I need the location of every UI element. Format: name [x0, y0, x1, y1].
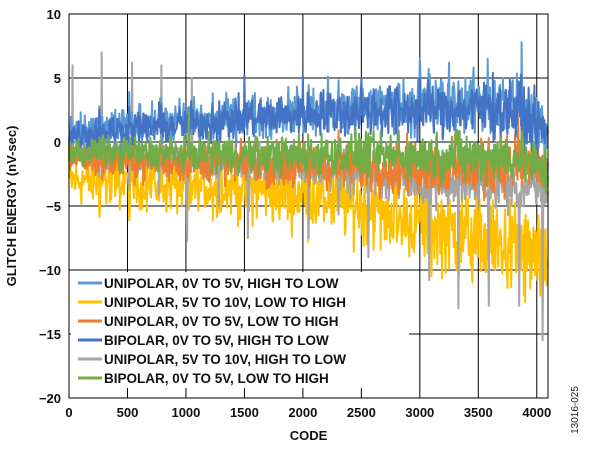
y-tick-label: −5	[46, 199, 61, 214]
y-tick-label: 10	[47, 7, 61, 22]
axes	[68, 13, 549, 399]
x-axis-label: CODE	[290, 428, 328, 443]
x-tick-label: 0	[65, 405, 72, 420]
x-tick-label: 1000	[171, 405, 200, 420]
x-tick-label: 1500	[230, 405, 259, 420]
x-tick-label: 2500	[347, 405, 376, 420]
legend: UNIPOLAR, 0V TO 5V, HIGH TO LOW UNIPOLAR,…	[78, 276, 346, 386]
x-tick-label: 2000	[288, 405, 317, 420]
y-tick-label: −10	[39, 263, 61, 278]
x-tick-label: 3500	[464, 405, 493, 420]
legend-label-5: BIPOLAR, 0V TO 5V, LOW TO HIGH	[104, 371, 329, 386]
series-layer	[68, 41, 549, 342]
legend-label-2: UNIPOLAR, 0V TO 5V, LOW TO HIGH	[104, 314, 339, 329]
y-axis-label: GLITCH ENERGY (nV-sec)	[4, 126, 19, 287]
series-line-3	[68, 71, 549, 160]
tick-labels: 0 500 1000 1500 2000 2500 3000 3500 4000 −20 −15 −1…	[39, 7, 551, 420]
plot-frame	[68, 13, 549, 399]
legend-background	[71, 272, 409, 388]
x-tick-label: 500	[117, 405, 139, 420]
legend-label-3: BIPOLAR, 0V TO 5V, HIGH TO LOW	[104, 333, 329, 348]
y-tick-label: 0	[54, 135, 61, 150]
legend-label-4: UNIPOLAR, 5V TO 10V, HIGH TO LOW	[104, 352, 346, 367]
x-tick-label: 4000	[522, 405, 551, 420]
x-tick-label: 3000	[405, 405, 434, 420]
legend-label-0: UNIPOLAR, 0V TO 5V, HIGH TO LOW	[104, 276, 339, 291]
series-line-5	[68, 109, 549, 195]
y-tick-label: −15	[39, 327, 61, 342]
y-tick-label: 5	[54, 71, 61, 86]
figure-id: 13016-025	[570, 386, 581, 434]
legend-label-1: UNIPOLAR, 5V TO 10V, LOW TO HIGH	[104, 295, 346, 310]
y-tick-label: −20	[39, 391, 61, 406]
